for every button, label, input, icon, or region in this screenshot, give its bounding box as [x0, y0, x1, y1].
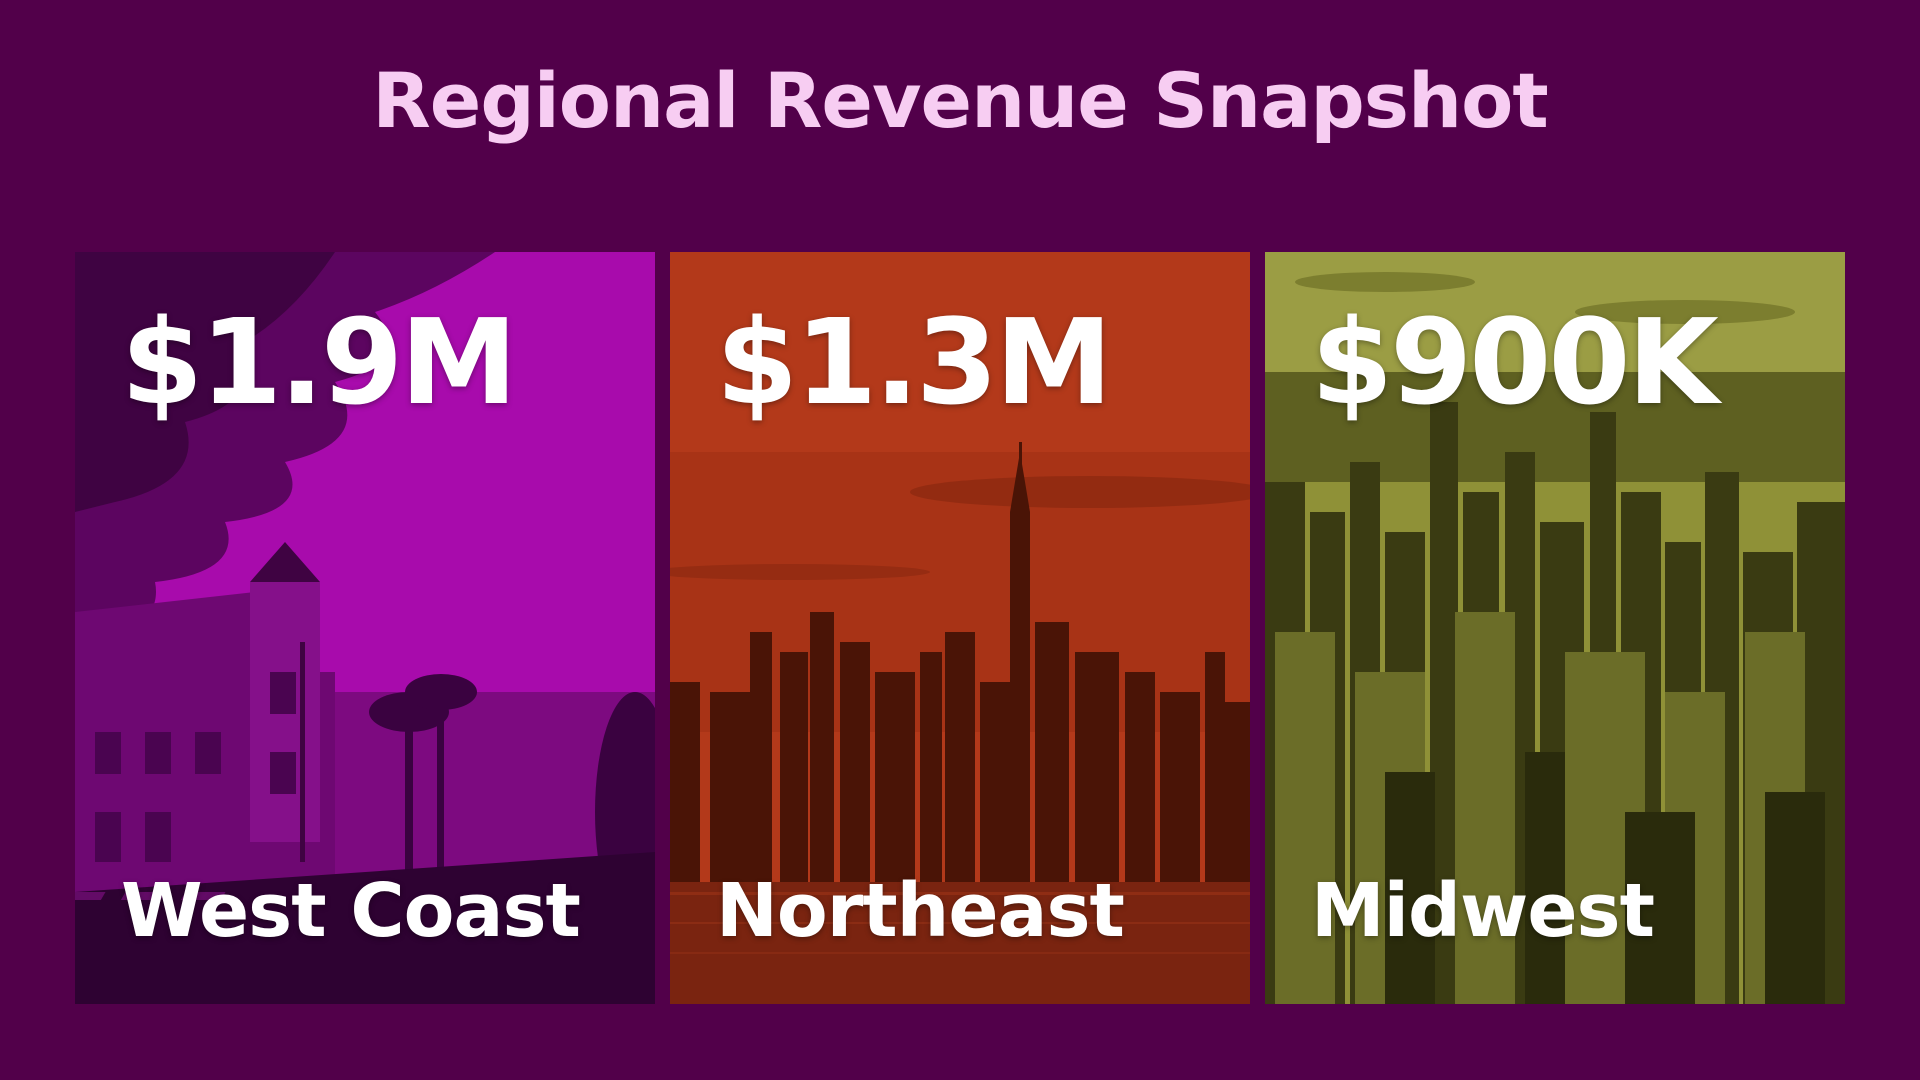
region-card-west-coast: $1.9M West Coast — [75, 252, 655, 1004]
revenue-value: $900K — [1311, 293, 1719, 431]
northeast-photo — [670, 252, 1250, 1004]
midwest-photo — [1265, 252, 1845, 1004]
region-label: Midwest — [1311, 867, 1655, 954]
west-coast-photo — [75, 252, 655, 1004]
region-label: Northeast — [716, 867, 1125, 954]
region-label: West Coast — [121, 867, 581, 954]
region-card-northeast: $1.3M Northeast — [670, 252, 1250, 1004]
revenue-value: $1.9M — [121, 293, 518, 431]
page-title: Regional Revenue Snapshot — [372, 56, 1548, 145]
region-card-midwest: $900K Midwest — [1265, 252, 1845, 1004]
revenue-value: $1.3M — [716, 293, 1113, 431]
